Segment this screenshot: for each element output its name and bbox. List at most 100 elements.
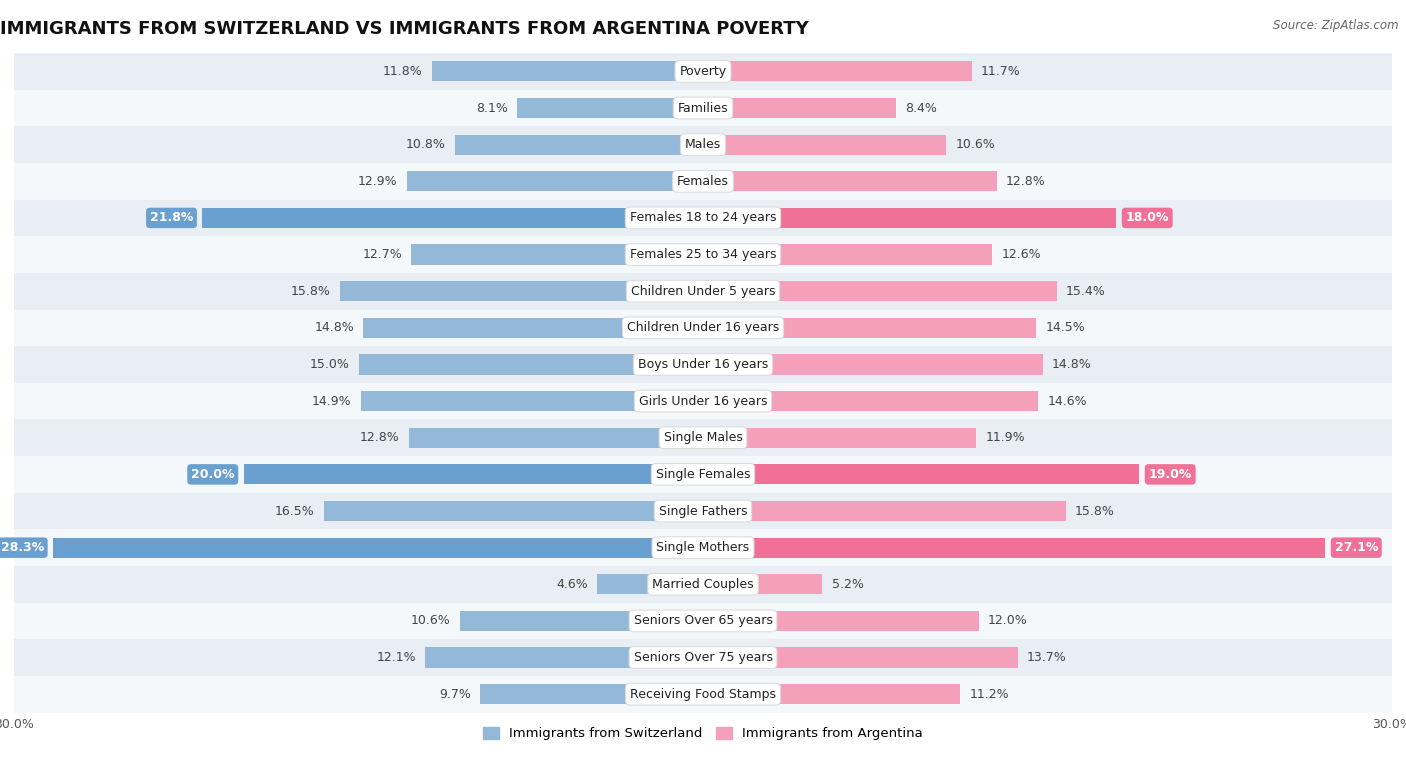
Bar: [14, 419, 1392, 456]
Bar: [703, 245, 993, 265]
Text: Single Males: Single Males: [664, 431, 742, 444]
Text: 14.6%: 14.6%: [1047, 395, 1087, 408]
Text: Seniors Over 65 years: Seniors Over 65 years: [634, 615, 772, 628]
Bar: [340, 281, 703, 301]
Bar: [243, 465, 703, 484]
Bar: [409, 428, 703, 448]
Bar: [363, 318, 703, 338]
Text: Receiving Food Stamps: Receiving Food Stamps: [630, 688, 776, 700]
Bar: [406, 171, 703, 191]
Bar: [14, 236, 1392, 273]
Bar: [425, 647, 703, 668]
Text: 14.5%: 14.5%: [1045, 321, 1085, 334]
Bar: [703, 281, 1057, 301]
Bar: [361, 391, 703, 411]
Bar: [359, 355, 703, 374]
Text: Single Mothers: Single Mothers: [657, 541, 749, 554]
Text: 10.6%: 10.6%: [411, 615, 450, 628]
Text: 15.8%: 15.8%: [1076, 505, 1115, 518]
Text: 15.8%: 15.8%: [291, 285, 330, 298]
Text: 10.6%: 10.6%: [956, 138, 995, 151]
Bar: [432, 61, 703, 81]
Text: 20.0%: 20.0%: [191, 468, 235, 481]
Bar: [14, 53, 1392, 89]
Text: Children Under 16 years: Children Under 16 years: [627, 321, 779, 334]
Text: Single Fathers: Single Fathers: [659, 505, 747, 518]
Text: 10.8%: 10.8%: [406, 138, 446, 151]
Bar: [703, 355, 1043, 374]
Bar: [14, 127, 1392, 163]
Bar: [598, 575, 703, 594]
Bar: [703, 208, 1116, 228]
Bar: [14, 346, 1392, 383]
Bar: [14, 89, 1392, 127]
Text: 13.7%: 13.7%: [1026, 651, 1067, 664]
Bar: [14, 456, 1392, 493]
Text: 11.7%: 11.7%: [981, 65, 1021, 78]
Text: 11.9%: 11.9%: [986, 431, 1025, 444]
Text: Source: ZipAtlas.com: Source: ZipAtlas.com: [1274, 19, 1399, 32]
Text: 12.6%: 12.6%: [1001, 248, 1042, 261]
Bar: [703, 465, 1139, 484]
Bar: [703, 647, 1018, 668]
Bar: [412, 245, 703, 265]
Text: 15.4%: 15.4%: [1066, 285, 1105, 298]
Bar: [14, 273, 1392, 309]
Bar: [14, 493, 1392, 529]
Bar: [703, 135, 946, 155]
Bar: [202, 208, 703, 228]
Bar: [323, 501, 703, 521]
Text: 12.8%: 12.8%: [1007, 175, 1046, 188]
Text: Single Females: Single Females: [655, 468, 751, 481]
Bar: [14, 309, 1392, 346]
Text: 14.9%: 14.9%: [312, 395, 352, 408]
Bar: [14, 529, 1392, 566]
Bar: [53, 537, 703, 558]
Bar: [703, 611, 979, 631]
Bar: [14, 676, 1392, 713]
Text: 28.3%: 28.3%: [0, 541, 44, 554]
Bar: [703, 575, 823, 594]
Bar: [481, 684, 703, 704]
Text: Females: Females: [678, 175, 728, 188]
Text: 8.4%: 8.4%: [905, 102, 936, 114]
Text: Seniors Over 75 years: Seniors Over 75 years: [634, 651, 772, 664]
Text: Children Under 5 years: Children Under 5 years: [631, 285, 775, 298]
Text: Boys Under 16 years: Boys Under 16 years: [638, 358, 768, 371]
Text: Married Couples: Married Couples: [652, 578, 754, 590]
Text: 9.7%: 9.7%: [439, 688, 471, 700]
Bar: [703, 684, 960, 704]
Text: 14.8%: 14.8%: [1052, 358, 1092, 371]
Bar: [14, 639, 1392, 676]
Text: 14.8%: 14.8%: [314, 321, 354, 334]
Bar: [14, 163, 1392, 199]
Legend: Immigrants from Switzerland, Immigrants from Argentina: Immigrants from Switzerland, Immigrants …: [478, 722, 928, 745]
Bar: [703, 501, 1066, 521]
Bar: [14, 603, 1392, 639]
Bar: [703, 98, 896, 118]
Text: 19.0%: 19.0%: [1149, 468, 1192, 481]
Text: 12.1%: 12.1%: [377, 651, 416, 664]
Text: 11.2%: 11.2%: [969, 688, 1010, 700]
Bar: [703, 537, 1326, 558]
Text: 12.8%: 12.8%: [360, 431, 399, 444]
Bar: [703, 318, 1036, 338]
Text: 8.1%: 8.1%: [475, 102, 508, 114]
Text: 12.7%: 12.7%: [363, 248, 402, 261]
Text: 4.6%: 4.6%: [557, 578, 588, 590]
Text: 21.8%: 21.8%: [150, 211, 193, 224]
Bar: [460, 611, 703, 631]
Text: Poverty: Poverty: [679, 65, 727, 78]
Text: 16.5%: 16.5%: [276, 505, 315, 518]
Bar: [14, 199, 1392, 236]
Text: 12.9%: 12.9%: [359, 175, 398, 188]
Text: Females 25 to 34 years: Females 25 to 34 years: [630, 248, 776, 261]
Text: 15.0%: 15.0%: [309, 358, 349, 371]
Text: 11.8%: 11.8%: [382, 65, 423, 78]
Text: Females 18 to 24 years: Females 18 to 24 years: [630, 211, 776, 224]
Text: Males: Males: [685, 138, 721, 151]
Text: 12.0%: 12.0%: [988, 615, 1028, 628]
Bar: [14, 383, 1392, 419]
Bar: [703, 391, 1038, 411]
Bar: [14, 566, 1392, 603]
